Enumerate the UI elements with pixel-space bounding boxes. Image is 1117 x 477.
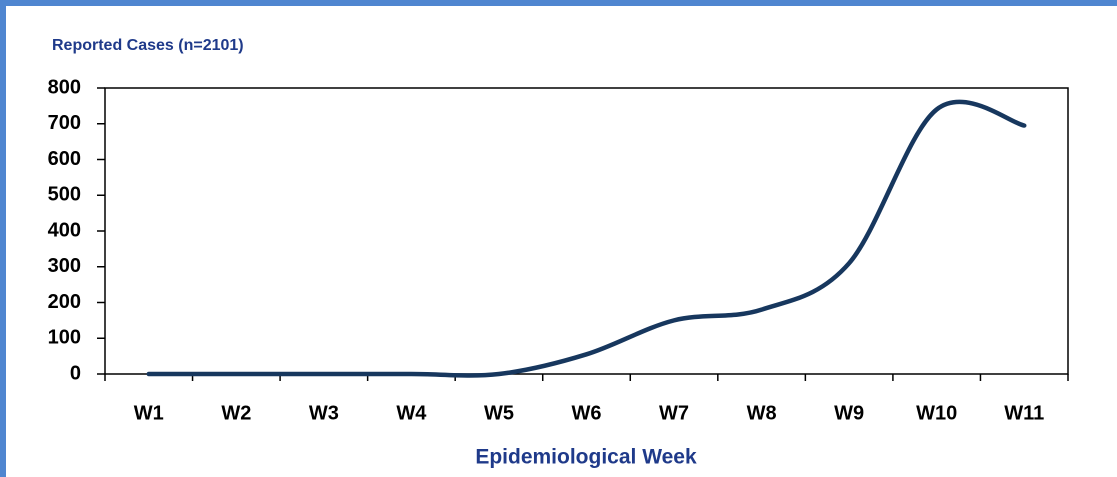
line: [146, 99, 1027, 378]
x-tick-label: W1: [134, 402, 164, 424]
x-tick-label: W4: [396, 402, 427, 424]
y-tick-label: 800: [48, 76, 81, 98]
y-tick-label: 200: [48, 291, 81, 313]
y-tick-label: 300: [48, 255, 81, 277]
x-tick-label: W2: [221, 402, 251, 424]
y-tick-label: 500: [48, 184, 81, 206]
chart-title: Reported Cases (n=2101): [52, 37, 244, 54]
x-tick-label: W3: [309, 402, 339, 424]
y-tick-label: 400: [48, 219, 81, 241]
x-tick-label: W5: [484, 402, 514, 424]
y-tick-label: 600: [48, 148, 81, 170]
x-axis-label: Epidemiological Week: [475, 446, 697, 469]
x-tick-label: W10: [916, 402, 957, 424]
x-tick-label: W11: [1004, 402, 1044, 424]
frame-left: [0, 0, 6, 477]
x-tick-label: W7: [659, 402, 689, 424]
frame-top: [0, 0, 1117, 6]
y-tick-label: 700: [48, 112, 81, 134]
plot-area: [104, 87, 1069, 375]
y-tick-label: 100: [48, 327, 81, 349]
x-tick-label: W6: [572, 402, 602, 424]
x-tick-label: W9: [834, 402, 864, 424]
y-tick-label: 0: [70, 362, 81, 384]
x-tick-label: W8: [747, 402, 777, 424]
